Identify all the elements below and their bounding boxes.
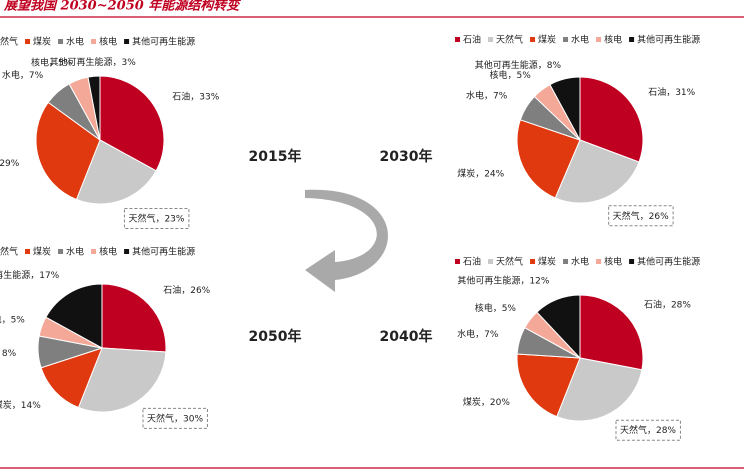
data-label: 煤炭，14% bbox=[0, 399, 41, 411]
legend-label: 其他可再生能源 bbox=[637, 256, 700, 268]
legend-label: 煤炭 bbox=[33, 246, 51, 258]
legend-label: 天然气 bbox=[0, 36, 18, 48]
pie-slice bbox=[556, 357, 643, 422]
data-label: 核电，5% bbox=[31, 56, 73, 68]
legend-swatch bbox=[25, 249, 31, 254]
data-label: 水电，7% bbox=[466, 89, 508, 101]
legend-label: 水电 bbox=[66, 246, 84, 258]
pie-slice bbox=[579, 76, 644, 163]
label-box bbox=[608, 205, 674, 227]
legend-label: 核电 bbox=[604, 256, 622, 268]
data-label: 核电，5% bbox=[0, 314, 25, 326]
data-label: 石油，26% bbox=[163, 284, 210, 296]
data-label: 石油，31% bbox=[648, 86, 695, 98]
pie-slice bbox=[35, 101, 101, 201]
legend-swatch bbox=[91, 249, 97, 254]
pie-slice bbox=[536, 294, 581, 360]
data-label: 其他可再生能源，17% bbox=[0, 269, 60, 281]
legend-swatch bbox=[58, 249, 64, 254]
legend-swatch bbox=[455, 259, 460, 264]
legend-label: 石油 bbox=[463, 34, 481, 46]
page-title: 展望我国 2030~2050 年能源结构转变 bbox=[3, 0, 241, 14]
data-label: 石油，33% bbox=[172, 91, 219, 103]
data-label: 其他可再生能源，8% bbox=[475, 59, 562, 71]
pie-slice bbox=[45, 283, 103, 349]
legend-swatch bbox=[58, 39, 64, 44]
legend-label: 核电 bbox=[99, 246, 117, 258]
legend-label: 水电 bbox=[66, 36, 84, 48]
pie-slice bbox=[75, 139, 157, 205]
legend-label: 水电 bbox=[571, 34, 589, 46]
legend-swatch bbox=[563, 37, 569, 42]
legend-label: 其他可再生能源 bbox=[637, 34, 700, 46]
legend-swatch bbox=[596, 37, 602, 42]
legend-label: 其他可再生能源 bbox=[132, 246, 195, 258]
data-label: 煤炭，29% bbox=[0, 157, 20, 169]
legend-label: 天然气 bbox=[0, 246, 18, 258]
label-box bbox=[615, 419, 681, 441]
pie-slice bbox=[77, 347, 167, 413]
legend-label: 核电 bbox=[604, 34, 622, 46]
year-label: 2015年 bbox=[249, 148, 302, 165]
legend-label: 水电 bbox=[571, 256, 589, 268]
pie-slice bbox=[87, 75, 101, 141]
data-label: 煤炭，24% bbox=[457, 167, 504, 179]
data-label: 水电，7% bbox=[457, 328, 499, 340]
legend-swatch bbox=[563, 259, 569, 264]
data-label: 石油，28% bbox=[644, 299, 691, 311]
label-box bbox=[123, 208, 190, 230]
data-label: 水电，8% bbox=[0, 347, 17, 359]
legend-swatch bbox=[530, 259, 536, 264]
legend-swatch bbox=[488, 259, 494, 264]
cycle-arrow bbox=[305, 189, 388, 292]
data-label: 核电，5% bbox=[489, 69, 531, 81]
data-label: 天然气，30% bbox=[147, 412, 203, 424]
legend-label: 其他可再生能源 bbox=[132, 36, 195, 48]
year-label: 2040年 bbox=[380, 328, 433, 345]
legend-swatch bbox=[629, 259, 635, 264]
legend-swatch bbox=[596, 259, 602, 264]
legend-label: 石油 bbox=[463, 256, 481, 268]
data-label: 水电，7% bbox=[2, 69, 44, 81]
data-label: 核电，5% bbox=[475, 302, 517, 314]
legend-swatch bbox=[455, 37, 460, 42]
legend-swatch bbox=[124, 39, 130, 44]
legend-swatch bbox=[124, 249, 130, 254]
pie-slice bbox=[549, 76, 581, 141]
pie-slice bbox=[101, 283, 167, 353]
data-label: 天然气，28% bbox=[620, 424, 676, 436]
legend-label: 天然气 bbox=[496, 34, 523, 46]
pie-slice bbox=[516, 119, 581, 199]
legend-label: 核电 bbox=[99, 36, 117, 48]
year-label: 2030年 bbox=[380, 148, 433, 165]
data-label: 其他可再生能源，12% bbox=[457, 274, 549, 286]
legend-swatch bbox=[530, 37, 536, 42]
legend-swatch bbox=[91, 39, 97, 44]
legend-swatch bbox=[488, 37, 494, 42]
legend-label: 煤炭 bbox=[538, 34, 556, 46]
data-label: 其他可再生能源，3% bbox=[50, 56, 137, 68]
data-label: 天然气，26% bbox=[613, 210, 669, 222]
legend-swatch bbox=[629, 37, 635, 42]
data-label: 天然气，23% bbox=[128, 213, 184, 225]
label-box bbox=[142, 407, 208, 429]
pie-slice bbox=[579, 294, 644, 371]
data-label: 煤炭，20% bbox=[463, 396, 510, 408]
pie-slice bbox=[554, 139, 640, 204]
legend-swatch bbox=[25, 39, 31, 44]
pie-slice bbox=[516, 353, 581, 418]
legend-label: 天然气 bbox=[496, 256, 523, 268]
legend-label: 煤炭 bbox=[538, 256, 556, 268]
legend-label: 煤炭 bbox=[33, 36, 51, 48]
year-label: 2050年 bbox=[249, 328, 302, 345]
pie-slice bbox=[99, 75, 165, 172]
